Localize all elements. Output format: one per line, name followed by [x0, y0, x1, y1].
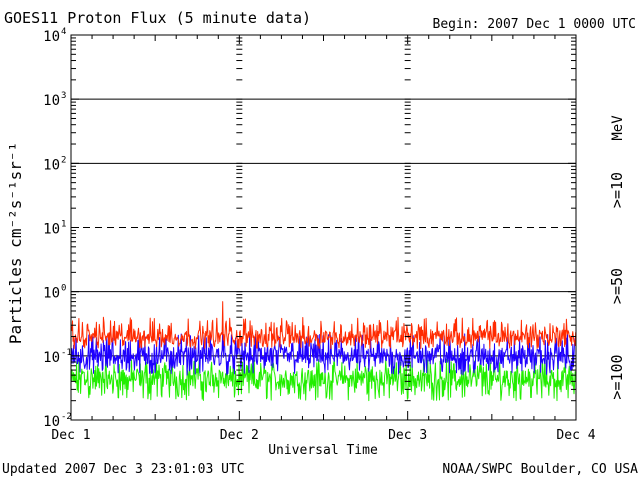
svg-text:0: 0	[61, 284, 66, 294]
svg-text:10: 10	[43, 286, 60, 302]
x-tick-labels: Dec 1 Dec 2 Dec 3 Dec 4	[51, 428, 595, 443]
chart-title: GOES11 Proton Flux (5 minute data)	[4, 9, 311, 27]
series-group	[70, 301, 577, 402]
legend-ge100: >=100	[608, 354, 626, 399]
svg-text:10: 10	[43, 93, 60, 109]
svg-text:4: 4	[61, 27, 66, 37]
updated-timestamp: Updated 2007 Dec 3 23:01:03 UTC	[2, 462, 245, 477]
series-line-2	[70, 358, 577, 402]
y-tick-label: 10 -1	[43, 348, 72, 366]
svg-text:3: 3	[61, 91, 66, 101]
x-tick-label: Dec 2	[220, 428, 259, 443]
begin-time-label: Begin: 2007 Dec 1 0000 UTC	[433, 17, 637, 32]
legend-ge10: >=10	[608, 172, 626, 208]
svg-text:10: 10	[43, 157, 60, 173]
svg-text:10: 10	[43, 414, 60, 430]
x-tick-label: Dec 1	[51, 428, 90, 443]
credit-label: NOAA/SWPC Boulder, CO USA	[442, 462, 638, 477]
series-line-0	[70, 301, 577, 349]
y-tick-label: 10 4	[43, 27, 66, 45]
y-tick-label: 10 0	[43, 284, 66, 302]
x-axis-label: Universal Time	[268, 443, 378, 458]
svg-text:10: 10	[43, 222, 60, 238]
y-tick-label: 10 3	[43, 91, 66, 109]
x-tick-label: Dec 3	[388, 428, 427, 443]
legend-ge50: >=50	[608, 268, 626, 304]
y-tick-label: 10 1	[43, 220, 66, 238]
svg-text:2: 2	[61, 155, 66, 165]
grid-lines	[71, 98, 576, 357]
x-tick-label: Dec 4	[556, 428, 595, 443]
svg-text:-2: -2	[61, 412, 72, 422]
svg-text:10: 10	[43, 29, 60, 45]
svg-text:1: 1	[61, 220, 66, 230]
y-axis-label: Particles cm⁻²s⁻¹sr⁻¹	[6, 142, 25, 344]
series-line-1	[70, 329, 577, 376]
tick-marks	[70, 35, 577, 421]
svg-text:-1: -1	[61, 348, 72, 358]
y-tick-label: 10 -2	[43, 412, 72, 430]
svg-text:10: 10	[43, 350, 60, 366]
legend-unit-label: MeV	[610, 115, 626, 141]
y-tick-label: 10 2	[43, 155, 66, 173]
